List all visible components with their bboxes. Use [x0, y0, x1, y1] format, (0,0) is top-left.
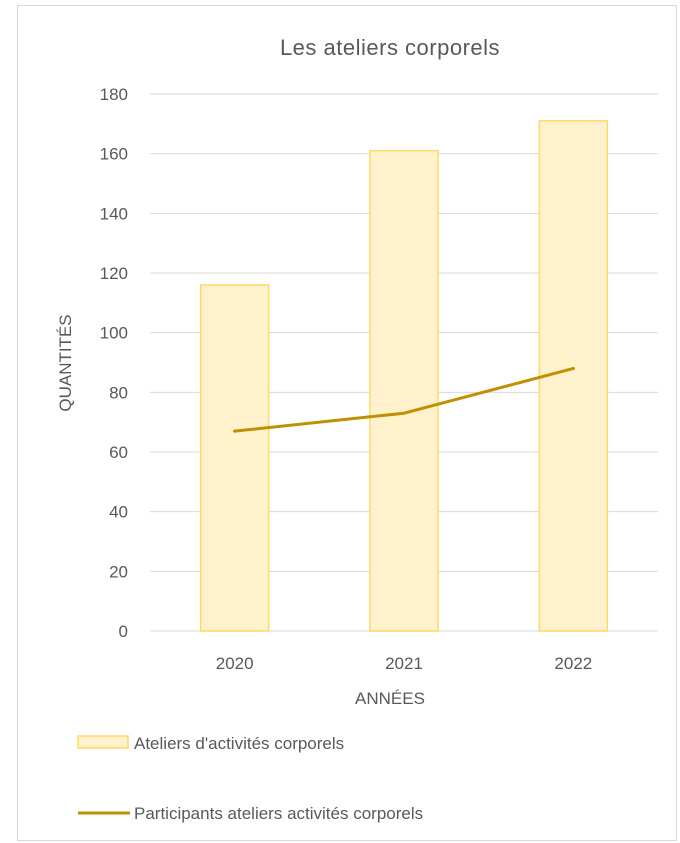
legend-bar-swatch [77, 735, 129, 749]
y-tick-60: 60 [109, 443, 128, 462]
legend-line-label: Participants ateliers activités corporel… [134, 804, 423, 823]
line-series [233, 366, 575, 433]
y-tick-180: 180 [100, 85, 128, 104]
legend: Ateliers d'activités corporels Participa… [77, 734, 423, 823]
y-tick-0: 0 [119, 622, 128, 641]
legend-bar-label: Ateliers d'activités corporels [134, 734, 344, 753]
y-tick-120: 120 [100, 264, 128, 283]
y-tick-labels: 0 20 40 60 80 100 120 140 160 180 [100, 85, 128, 641]
y-tick-80: 80 [109, 383, 128, 402]
line-point-2020 [233, 429, 237, 433]
x-tick-labels: 2020 2021 2022 [216, 654, 592, 673]
y-tick-100: 100 [100, 324, 128, 343]
chart-title: Les ateliers corporels [280, 35, 500, 60]
x-tick-2021: 2021 [385, 654, 423, 673]
line-point-2021 [402, 411, 406, 415]
y-tick-140: 140 [100, 204, 128, 223]
x-tick-2020: 2020 [216, 654, 254, 673]
y-tick-20: 20 [109, 562, 128, 581]
y-tick-160: 160 [100, 145, 128, 164]
x-tick-2022: 2022 [554, 654, 592, 673]
y-axis-label: QUANTITÉS [56, 314, 75, 411]
x-axis-label: ANNÉES [355, 689, 425, 708]
line-point-2022 [571, 366, 575, 370]
y-tick-40: 40 [109, 503, 128, 522]
bar-series [199, 120, 609, 632]
bar-2020 [199, 284, 270, 632]
bar-2021 [369, 149, 439, 632]
